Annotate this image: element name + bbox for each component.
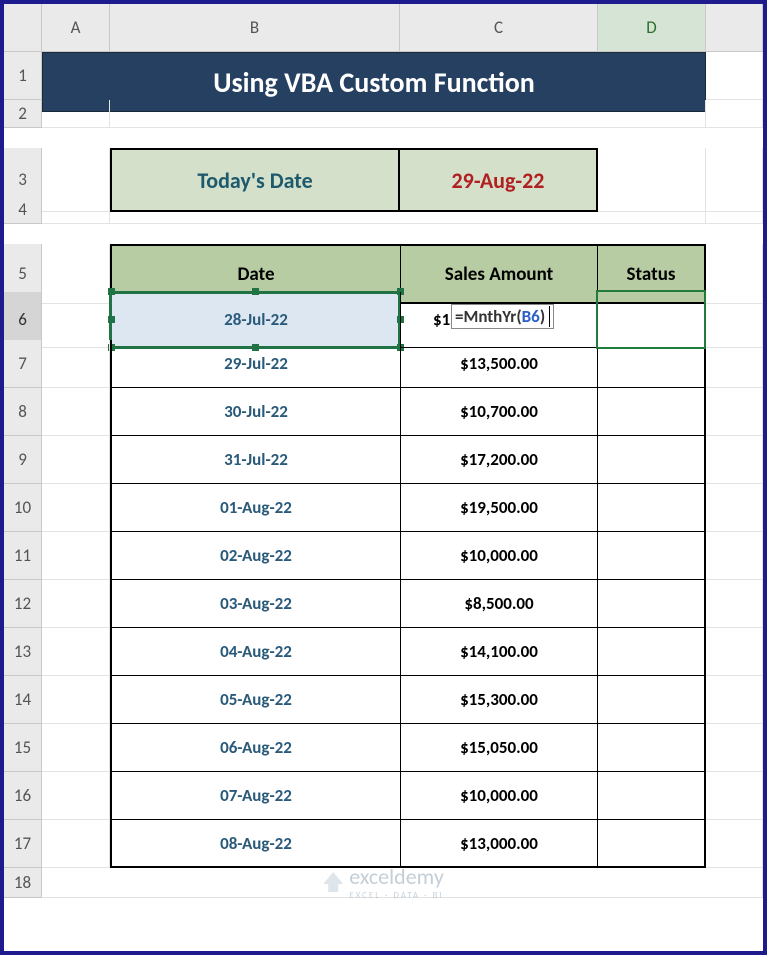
cell-blank bbox=[706, 628, 763, 676]
cell-B6-value: 28-Jul-22 bbox=[224, 309, 288, 330]
cell-blank bbox=[706, 676, 763, 724]
cell-D12[interactable] bbox=[598, 580, 706, 628]
cell-blank bbox=[706, 580, 763, 628]
row-header-18[interactable]: 18 bbox=[4, 868, 42, 898]
cell-B8[interactable]: 30-Jul-22 bbox=[110, 388, 400, 436]
spreadsheet-grid: A B C D 1 Using VBA Custom Function 2 3 … bbox=[4, 4, 763, 916]
col-header-extra bbox=[706, 4, 763, 52]
row-header-11[interactable]: 11 bbox=[4, 532, 42, 580]
cell-B10[interactable]: 01-Aug-22 bbox=[110, 484, 400, 532]
cell-C8[interactable]: $10,700.00 bbox=[400, 388, 598, 436]
cell-D16[interactable] bbox=[598, 772, 706, 820]
cell-B12[interactable]: 03-Aug-22 bbox=[110, 580, 400, 628]
cell-blank bbox=[706, 772, 763, 820]
cell-blank bbox=[706, 532, 763, 580]
formula-edit-box[interactable]: =MnthYr(B6) bbox=[451, 304, 554, 329]
cell-A9[interactable] bbox=[42, 436, 110, 484]
cell-A16[interactable] bbox=[42, 772, 110, 820]
cell-A10[interactable] bbox=[42, 484, 110, 532]
cell-B17[interactable]: 08-Aug-22 bbox=[110, 820, 400, 868]
cell-blank bbox=[706, 484, 763, 532]
cell-D14[interactable] bbox=[598, 676, 706, 724]
row-header-8[interactable]: 8 bbox=[4, 388, 42, 436]
cell-D13[interactable] bbox=[598, 628, 706, 676]
cell-C11[interactable]: $10,000.00 bbox=[400, 532, 598, 580]
cell-C10[interactable]: $19,500.00 bbox=[400, 484, 598, 532]
cell-blank bbox=[706, 100, 763, 128]
cell-A8[interactable] bbox=[42, 388, 110, 436]
cell-D15[interactable] bbox=[598, 724, 706, 772]
cell-C15[interactable]: $15,050.00 bbox=[400, 724, 598, 772]
row-header-14[interactable]: 14 bbox=[4, 676, 42, 724]
formula-fn: MnthYr( bbox=[463, 306, 521, 327]
cell-blank bbox=[706, 724, 763, 772]
cell-A7[interactable] bbox=[42, 340, 110, 388]
col-header-D[interactable]: D bbox=[598, 4, 706, 52]
watermark-text: exceldemy bbox=[349, 863, 444, 890]
select-all-corner[interactable] bbox=[4, 4, 42, 52]
cell-B7[interactable]: 29-Jul-22 bbox=[110, 340, 400, 388]
cell-blank bbox=[706, 340, 763, 388]
cell-D8[interactable] bbox=[598, 388, 706, 436]
col-header-C[interactable]: C bbox=[400, 4, 598, 52]
cell-A12[interactable] bbox=[42, 580, 110, 628]
cell-blank bbox=[706, 52, 763, 100]
cell-B9[interactable]: 31-Jul-22 bbox=[110, 436, 400, 484]
row-header-2[interactable]: 2 bbox=[4, 100, 42, 128]
cell-B14[interactable]: 05-Aug-22 bbox=[110, 676, 400, 724]
cell-C13[interactable]: $14,100.00 bbox=[400, 628, 598, 676]
cell-C9[interactable]: $17,200.00 bbox=[400, 436, 598, 484]
watermark-icon bbox=[323, 872, 343, 892]
cell-blank-row4[interactable] bbox=[110, 196, 706, 224]
cell-blank bbox=[706, 820, 763, 868]
cell-C12[interactable]: $8,500.00 bbox=[400, 580, 598, 628]
col-header-A[interactable]: A bbox=[42, 4, 110, 52]
cell-B15[interactable]: 06-Aug-22 bbox=[110, 724, 400, 772]
row-header-13[interactable]: 13 bbox=[4, 628, 42, 676]
cell-B16[interactable]: 07-Aug-22 bbox=[110, 772, 400, 820]
cell-A11[interactable] bbox=[42, 532, 110, 580]
row-header-16[interactable]: 16 bbox=[4, 772, 42, 820]
watermark: exceldemy EXCEL · DATA · BI bbox=[323, 863, 444, 901]
cell-A2[interactable] bbox=[42, 100, 110, 128]
cell-C17[interactable]: $13,000.00 bbox=[400, 820, 598, 868]
cell-C7[interactable]: $13,500.00 bbox=[400, 340, 598, 388]
row-header-7[interactable]: 7 bbox=[4, 340, 42, 388]
cell-C14[interactable]: $15,300.00 bbox=[400, 676, 598, 724]
row-header-17[interactable]: 17 bbox=[4, 820, 42, 868]
cell-D11[interactable] bbox=[598, 532, 706, 580]
cell-A13[interactable] bbox=[42, 628, 110, 676]
cell-D9[interactable] bbox=[598, 436, 706, 484]
cell-A15[interactable] bbox=[42, 724, 110, 772]
cell-D10[interactable] bbox=[598, 484, 706, 532]
cursor-caret bbox=[545, 306, 550, 327]
cell-A4[interactable] bbox=[42, 196, 110, 224]
cell-B11[interactable]: 02-Aug-22 bbox=[110, 532, 400, 580]
cell-blank-row2[interactable] bbox=[110, 100, 706, 128]
row-header-9[interactable]: 9 bbox=[4, 436, 42, 484]
row-header-12[interactable]: 12 bbox=[4, 580, 42, 628]
cell-blank bbox=[706, 196, 763, 224]
row-header-15[interactable]: 15 bbox=[4, 724, 42, 772]
cell-D17[interactable] bbox=[598, 820, 706, 868]
cell-C16[interactable]: $10,000.00 bbox=[400, 772, 598, 820]
cell-A17[interactable] bbox=[42, 820, 110, 868]
cell-D7[interactable] bbox=[598, 340, 706, 388]
cell-blank bbox=[706, 436, 763, 484]
cell-B13[interactable]: 04-Aug-22 bbox=[110, 628, 400, 676]
cell-blank bbox=[706, 388, 763, 436]
formula-ref: B6 bbox=[522, 306, 540, 327]
col-header-B[interactable]: B bbox=[110, 4, 400, 52]
cell-A14[interactable] bbox=[42, 676, 110, 724]
watermark-sub: EXCEL · DATA · BI bbox=[349, 890, 444, 901]
row-header-10[interactable]: 10 bbox=[4, 484, 42, 532]
row-header-4[interactable]: 4 bbox=[4, 196, 42, 224]
row-header-1[interactable]: 1 bbox=[4, 52, 42, 100]
